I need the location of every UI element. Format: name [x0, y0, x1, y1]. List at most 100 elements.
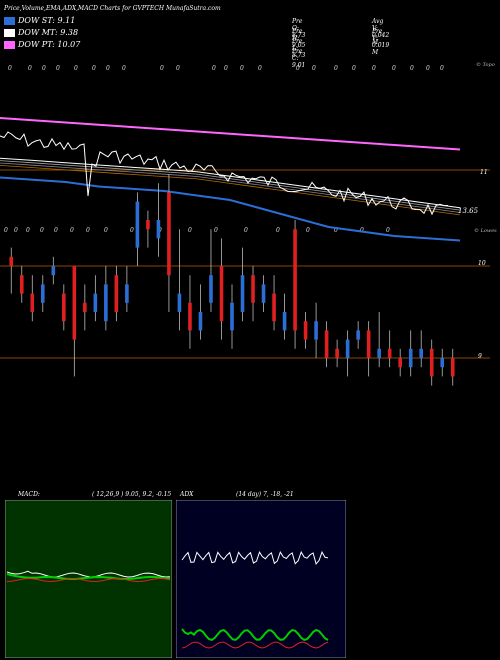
legend-label: DOW ST: 9.11: [18, 16, 76, 25]
legend-item: DOW PT: 10.07: [4, 40, 80, 49]
bottom-letter: 0: [104, 227, 108, 234]
series-dow-pt: [0, 117, 461, 151]
top-letter: 0: [296, 65, 300, 72]
legend-swatch: [4, 16, 15, 25]
top-letter: 0: [372, 65, 376, 72]
top-letter: 0: [28, 65, 32, 72]
candle-body: [303, 321, 308, 340]
stat-1-0: Pre H: 9.05: [292, 28, 306, 49]
candle-body: [419, 348, 424, 358]
candle-body: [72, 266, 77, 340]
top-letter: 0: [106, 65, 110, 72]
top-letter: 0: [160, 65, 164, 72]
candle-body: [188, 302, 192, 331]
macd-label: MACD:: [18, 491, 40, 498]
legend-item: DOW ST: 9.11: [4, 16, 75, 25]
ma-line: [0, 162, 461, 213]
candle-body: [251, 275, 255, 303]
candle-body: [335, 348, 339, 358]
candle-body: [167, 192, 171, 276]
bottom-letter: 0: [70, 227, 74, 234]
bottom-letter: 0: [188, 227, 192, 234]
price-chart: 0 0 0 0 0 0 0 0 0 0 0 0 0 0 0 0 0 0 0 0 0 0 0 0 0 0 0 0 0 0 0 0 0 0 0 0 0 0 0 0…: [0, 61, 497, 386]
bottom-letter: 0: [360, 227, 364, 234]
bottom-letter: 0: [4, 227, 8, 234]
candle-body: [40, 284, 45, 303]
macd-panel: [5, 500, 172, 658]
candle-body: [125, 284, 129, 303]
candle-body: [114, 275, 119, 312]
candle-body: [240, 275, 245, 312]
candle-body: [377, 348, 381, 358]
bottom-letter: 0: [334, 227, 338, 234]
candle-body: [9, 256, 14, 266]
candle-body: [135, 201, 140, 248]
top-letter: 0: [92, 65, 96, 72]
legend-label: DOW MT: 9.38: [18, 28, 79, 37]
candle-body: [345, 339, 350, 358]
candle-body: [440, 358, 445, 368]
top-letter: 0: [224, 65, 228, 72]
top-letter: 0: [440, 65, 444, 72]
candle-body: [209, 275, 213, 303]
candle-body: [282, 312, 287, 331]
candle-body: [314, 321, 318, 340]
top-letter: 0: [312, 65, 316, 72]
top-letter: 0: [74, 65, 78, 72]
top-letter: 0: [426, 65, 430, 72]
top-letter: 0: [56, 65, 60, 72]
top-letter: 0: [410, 65, 414, 72]
legend-item: DOW MT: 9.38: [4, 28, 78, 37]
stat-0-0: Pre O: 8.73: [292, 18, 306, 39]
bottom-letter: 0: [54, 227, 58, 234]
candle-body: [219, 266, 224, 322]
bottom-letter: 0: [130, 227, 134, 234]
candle-body: [146, 220, 150, 230]
bottom-letter: 0: [214, 227, 218, 234]
candle-body: [272, 293, 276, 322]
top-letter: 0: [334, 65, 338, 72]
adx-panel: [176, 500, 346, 658]
top-letter: 0: [392, 65, 396, 72]
bottom-letter: 0: [26, 227, 30, 234]
stat-3-0: Pre C: 9.01: [292, 48, 306, 69]
adx-values: (14 day) 7, -18, -21: [236, 491, 294, 498]
bottom-right-label-9: 9: [478, 353, 482, 360]
candle-body: [366, 330, 371, 358]
bottom-letter: 0: [40, 227, 44, 234]
adx-label: ADX: [180, 491, 194, 498]
bottom-letter: 0: [86, 227, 90, 234]
top-right-label-1365: 13.65: [458, 207, 479, 215]
top-corner-label: © Topo: [476, 61, 495, 68]
candle-body: [93, 293, 98, 312]
candle-body: [293, 229, 297, 331]
candle-body: [324, 330, 329, 358]
candle-body: [62, 293, 66, 322]
candle-body: [261, 284, 266, 303]
candle-body: [387, 348, 392, 358]
top-letter: 0: [212, 65, 216, 72]
candle-body: [83, 302, 87, 312]
legend-swatch: [4, 40, 15, 49]
top-letter: 0: [352, 65, 356, 72]
ma-line: [0, 160, 461, 211]
candle-body: [356, 330, 360, 340]
stat-1-1: Pre V: 0.019 M: [372, 28, 390, 56]
candle-body: [408, 348, 413, 368]
candle-body: [398, 358, 402, 368]
price-line: [0, 131, 449, 216]
macd-values: ( 12,26,9 ) 9.05, 9.2, -0.15: [92, 491, 172, 498]
chart-title: Price,Volume,EMA,ADX,MACD Charts for GVP…: [4, 5, 221, 12]
candle-body: [156, 220, 161, 239]
top-letter: 0: [122, 65, 126, 72]
top-letter: 0: [176, 65, 180, 72]
legend-swatch: [4, 28, 15, 37]
stat-2-0: Pre L: 8.73: [292, 38, 306, 59]
bottom-corner-label: © Lowes: [474, 227, 497, 234]
candle-body: [177, 293, 182, 312]
bottom-letter: 0: [14, 227, 18, 234]
candle-body: [19, 275, 24, 294]
series-dow-st: [0, 176, 461, 242]
top-right-label-11: 11: [480, 169, 488, 176]
candle-body: [429, 348, 434, 377]
